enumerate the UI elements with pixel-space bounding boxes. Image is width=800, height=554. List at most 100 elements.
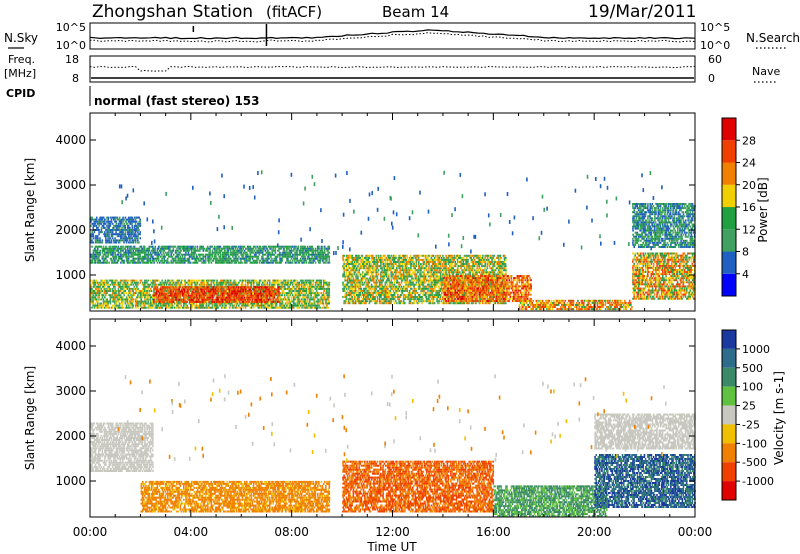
power-cell <box>246 292 248 295</box>
power-cell <box>303 296 305 299</box>
power-cell <box>231 259 233 262</box>
power-cell <box>283 245 286 248</box>
power-cell <box>102 298 105 301</box>
power-cell <box>231 292 233 295</box>
power-cell <box>284 279 287 282</box>
power-cell <box>102 253 105 256</box>
power-cell <box>263 290 265 293</box>
power-cell <box>268 257 271 260</box>
power-cell <box>186 300 188 303</box>
power-cell <box>264 249 267 252</box>
power-cell <box>268 300 271 303</box>
power-cell <box>211 290 214 293</box>
power-cell <box>195 253 197 256</box>
power-cell <box>311 257 313 260</box>
power-cell <box>127 237 130 240</box>
power-cell <box>117 285 120 288</box>
power-cell <box>148 257 151 260</box>
power-cell <box>110 287 113 290</box>
power-cell <box>207 296 209 299</box>
power-cell <box>254 296 256 299</box>
power-cell <box>326 281 328 284</box>
power-cell <box>234 296 237 299</box>
power-cell <box>235 251 238 254</box>
power-cell <box>193 247 195 250</box>
power-cell <box>267 290 270 293</box>
power-cell <box>263 287 265 290</box>
power-cell <box>244 251 247 254</box>
power-cell <box>261 259 264 262</box>
power-cell <box>299 279 302 282</box>
power-cell <box>165 302 168 305</box>
power-cell <box>293 249 295 252</box>
power-cell <box>92 218 95 221</box>
nave-tick-bottom: 0 <box>708 72 715 85</box>
power-cell <box>257 304 260 307</box>
power-cell <box>275 281 278 284</box>
power-cell <box>190 294 193 297</box>
power-cell <box>234 251 237 254</box>
power-cell <box>225 259 227 262</box>
power-cell <box>99 298 101 301</box>
power-cell <box>139 224 142 227</box>
power-cell <box>150 281 153 284</box>
power-cell <box>264 283 266 286</box>
power-cell <box>357 277 359 280</box>
power-cell <box>160 294 162 297</box>
power-cell <box>168 286 170 289</box>
power-cell <box>218 287 220 290</box>
power-cell <box>351 256 353 259</box>
power-cell <box>266 257 269 260</box>
power-cell <box>105 302 107 305</box>
power-cell <box>265 292 267 295</box>
power-cell <box>263 247 265 250</box>
power-cell <box>172 281 175 284</box>
power-cell <box>346 285 349 288</box>
power-cell <box>273 283 276 286</box>
power-cell <box>263 286 265 289</box>
power-cell <box>327 294 329 297</box>
power-cell <box>288 283 290 286</box>
power-cell <box>360 277 363 280</box>
power-cell <box>345 256 348 259</box>
power-cell <box>361 267 364 270</box>
power-cell <box>98 296 100 299</box>
power-cell <box>179 255 182 258</box>
power-cell <box>106 241 108 244</box>
power-cell <box>91 231 93 234</box>
power-cell <box>310 261 312 264</box>
power-cell <box>271 294 273 297</box>
power-cell <box>97 281 99 284</box>
power-cell <box>132 261 135 264</box>
power-cell <box>193 294 195 297</box>
power-cell <box>312 259 314 262</box>
power-cell <box>149 306 152 309</box>
power-cell <box>342 256 344 259</box>
power-cell <box>157 253 160 256</box>
power-cell <box>270 300 272 303</box>
power-cell <box>292 290 295 292</box>
power-cell <box>361 283 364 286</box>
power-cell <box>139 251 141 254</box>
power-cell <box>135 283 138 286</box>
power-cell <box>122 229 124 231</box>
power-cell <box>137 296 139 299</box>
power-cell <box>139 300 142 303</box>
power-cell <box>266 292 269 295</box>
power-cell <box>186 296 189 299</box>
power-cell <box>142 261 145 264</box>
power-cell <box>94 283 97 286</box>
power-cell <box>257 249 259 252</box>
power-cell <box>224 302 226 305</box>
power-cell <box>212 304 215 307</box>
power-cell <box>188 285 191 288</box>
power-cell <box>162 304 164 307</box>
power-cell <box>110 218 113 221</box>
power-cell <box>359 291 362 294</box>
power-cell <box>191 296 193 299</box>
power-cell <box>164 290 167 292</box>
power-cell <box>109 231 112 234</box>
power-cell <box>258 290 261 292</box>
power-cell <box>167 245 169 248</box>
power-cell <box>97 253 99 256</box>
